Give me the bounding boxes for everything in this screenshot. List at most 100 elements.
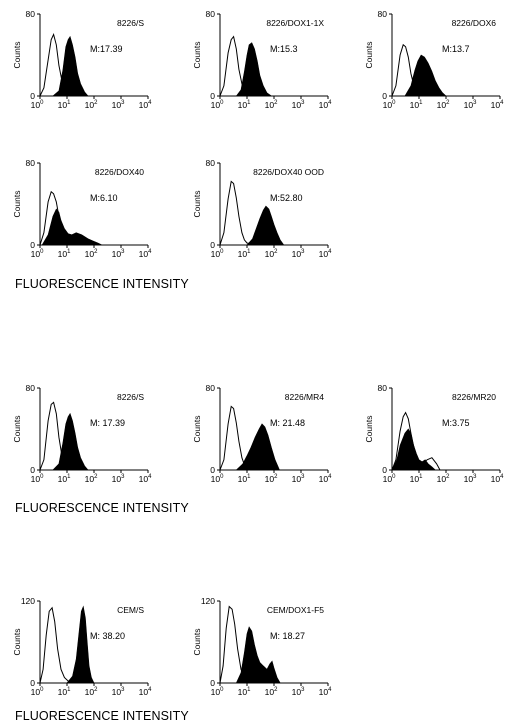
open-histogram [39, 401, 76, 471]
histogram-panel: 100 101 102 103 104 0 80 Counts 8226/MR4 M: 21.48 [190, 380, 340, 492]
x-tick-label: 100 [383, 100, 396, 110]
x-tick-label: 101 [238, 474, 251, 484]
histogram-panel: 100 101 102 103 104 0 80 Counts 8226/S M:17.39 [10, 6, 160, 118]
open-histogram [39, 606, 73, 684]
y-axis-label: Counts [192, 416, 202, 443]
x-tick-label: 102 [437, 474, 450, 484]
y-axis-label: Counts [364, 42, 374, 69]
open-histogram [219, 35, 256, 97]
x-tick-label: 102 [85, 687, 98, 697]
y-tick-label: 120 [201, 596, 215, 606]
histogram-svg: 100 101 102 103 104 0 80 Counts 8226/MR4 M: 21.48 [192, 383, 332, 484]
open-histogram [219, 405, 256, 471]
x-tick-label: 100 [31, 249, 44, 259]
panel-title: 8226/MR4 [285, 392, 324, 402]
histogram-svg: 100 101 102 103 104 0 80 Counts 8226/DOX1-1X M:15… [192, 9, 332, 110]
y-tick-label: 0 [210, 91, 215, 101]
x-tick-label: 104 [139, 100, 152, 110]
open-histogram [391, 43, 428, 97]
filled-histogram [235, 42, 273, 97]
y-tick-label: 80 [206, 9, 216, 19]
y-tick-label: 0 [210, 240, 215, 250]
histogram-svg: 100 101 102 103 104 0 80 Counts 8226/DOX6 M:13.7 [364, 9, 504, 110]
x-tick-label: 104 [319, 687, 332, 697]
y-axis-label: Counts [192, 191, 202, 218]
open-histogram [219, 180, 256, 246]
x-tick-label: 104 [319, 100, 332, 110]
histogram-svg: 100 101 102 103 104 0 120 Counts CEM/DOX1-F5 M: 1… [192, 596, 332, 697]
x-tick-label: 100 [31, 687, 44, 697]
x-tick-label: 101 [58, 474, 71, 484]
x-tick-label: 102 [437, 100, 450, 110]
filled-histogram [41, 208, 103, 246]
mean-annotation: M: 18.27 [270, 631, 305, 641]
y-tick-label: 80 [206, 158, 216, 168]
panel-title: CEM/S [117, 605, 144, 615]
x-tick-label: 100 [211, 100, 224, 110]
y-tick-label: 80 [26, 158, 36, 168]
filled-histogram [246, 205, 285, 246]
x-tick-label: 102 [85, 474, 98, 484]
x-tick-label: 101 [58, 100, 71, 110]
x-tick-label: 103 [464, 474, 477, 484]
x-axis-caption: FLUORESCENCE INTENSITY [15, 501, 189, 515]
x-tick-label: 104 [491, 100, 504, 110]
x-axis-caption: FLUORESCENCE INTENSITY [15, 709, 189, 723]
filled-histogram [66, 605, 95, 684]
x-tick-label: 102 [265, 687, 278, 697]
x-tick-label: 101 [58, 687, 71, 697]
histogram-svg: 100 101 102 103 104 0 80 Counts 8226/S M:17.39 [12, 9, 152, 110]
x-tick-label: 101 [58, 249, 71, 259]
histogram-svg: 100 101 102 103 104 0 120 Counts CEM/S M: 38.20 [12, 596, 152, 697]
histogram-panel: 100 101 102 103 104 0 120 Counts CEM/DOX1-F5 M: 1… [190, 593, 340, 705]
y-axis-label: Counts [12, 629, 22, 656]
mean-annotation: M:17.39 [90, 44, 123, 54]
y-tick-label: 0 [210, 678, 215, 688]
mean-annotation: M: 17.39 [90, 418, 125, 428]
x-tick-label: 104 [319, 474, 332, 484]
x-tick-label: 101 [238, 249, 251, 259]
y-tick-label: 0 [30, 678, 35, 688]
mean-annotation: M:13.7 [442, 44, 470, 54]
y-tick-label: 0 [30, 465, 35, 475]
mean-annotation: M:6.10 [90, 193, 118, 203]
x-tick-label: 100 [31, 100, 44, 110]
panel-title: 8226/S [117, 18, 144, 28]
y-axis-label: Counts [364, 416, 374, 443]
y-tick-label: 80 [378, 383, 388, 393]
x-tick-label: 100 [383, 474, 396, 484]
filled-histogram [391, 428, 437, 471]
filled-histogram [52, 412, 89, 471]
histogram-panel: 100 101 102 103 104 0 80 Counts 8226/DOX40 M:6.10 [10, 155, 160, 267]
filled-histogram [235, 626, 281, 684]
y-tick-label: 0 [30, 240, 35, 250]
panel-title: 8226/DOX40 [95, 167, 144, 177]
x-tick-label: 100 [31, 474, 44, 484]
x-tick-label: 101 [238, 687, 251, 697]
histogram-panel: 100 101 102 103 104 0 80 Counts 8226/S M: 17.39 [10, 380, 160, 492]
x-tick-label: 103 [292, 249, 305, 259]
x-tick-label: 102 [265, 249, 278, 259]
open-histogram [391, 411, 441, 471]
x-tick-label: 103 [112, 100, 125, 110]
y-axis-label: Counts [12, 42, 22, 69]
panel-title: 8226/S [117, 392, 144, 402]
y-tick-label: 0 [210, 465, 215, 475]
x-tick-label: 103 [112, 687, 125, 697]
y-tick-label: 80 [378, 9, 388, 19]
y-axis-label: Counts [12, 416, 22, 443]
x-tick-label: 104 [319, 249, 332, 259]
mean-annotation: M:15.3 [270, 44, 298, 54]
x-tick-label: 101 [238, 100, 251, 110]
y-axis-label: Counts [192, 629, 202, 656]
y-tick-label: 80 [206, 383, 216, 393]
histogram-svg: 100 101 102 103 104 0 80 Counts 8226/DOX40 M:6.10 [12, 158, 152, 259]
x-tick-label: 104 [491, 474, 504, 484]
y-tick-label: 80 [26, 9, 36, 19]
open-histogram [219, 605, 253, 684]
histogram-svg: 100 101 102 103 104 0 80 Counts 8226/S M: 17.39 [12, 383, 152, 484]
x-axis-caption: FLUORESCENCE INTENSITY [15, 277, 189, 291]
y-axis-label: Counts [12, 191, 22, 218]
panel-title: 8226/DOX1-1X [266, 18, 324, 28]
histogram-panel: 100 101 102 103 104 0 80 Counts 8226/MR20 M:3.75 [362, 380, 512, 492]
